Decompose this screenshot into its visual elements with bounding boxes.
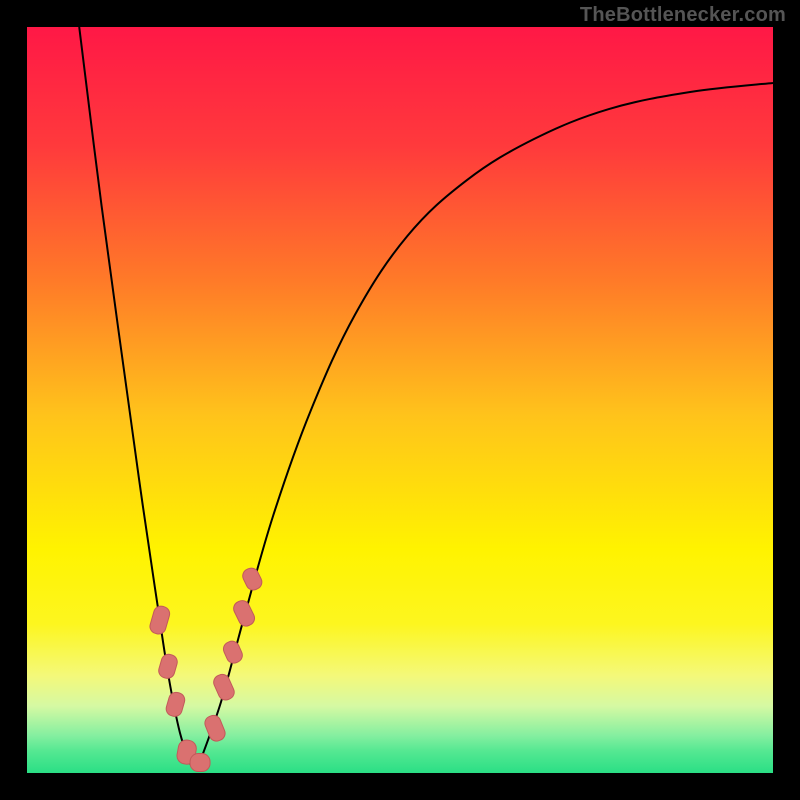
watermark-text: TheBottlenecker.com — [580, 4, 786, 27]
gradient-background — [27, 27, 773, 773]
data-marker — [190, 754, 210, 772]
chart-frame: TheBottlenecker.com — [0, 0, 800, 800]
plot-area — [27, 27, 773, 773]
plot-svg — [27, 27, 773, 773]
